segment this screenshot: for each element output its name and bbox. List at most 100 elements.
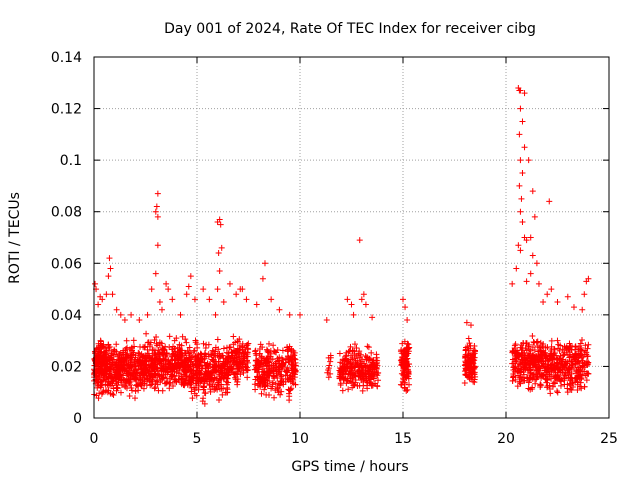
data-point [351, 341, 358, 348]
data-point [348, 363, 355, 370]
data-point [244, 353, 251, 360]
data-point [465, 373, 472, 380]
data-point [230, 369, 237, 376]
data-point [282, 372, 289, 379]
data-point [273, 370, 280, 377]
data-point [119, 381, 126, 388]
data-point [324, 369, 331, 376]
data-point [287, 386, 294, 393]
y-tick-label: 0.06 [51, 256, 82, 272]
data-point [520, 359, 527, 366]
data-point [175, 363, 182, 370]
data-point [564, 369, 571, 376]
data-point [345, 348, 352, 355]
data-point [274, 385, 281, 392]
data-point [559, 360, 566, 367]
data-point [547, 390, 554, 397]
data-point [559, 346, 566, 353]
data-point [110, 348, 117, 355]
data-point [171, 345, 178, 352]
data-point [214, 336, 221, 343]
data-point [541, 352, 548, 359]
data-point [576, 343, 583, 350]
data-point [175, 351, 182, 358]
data-point [518, 368, 525, 375]
data-point [512, 376, 519, 383]
data-point [519, 219, 526, 226]
data-point [130, 337, 137, 344]
data-point [222, 389, 229, 396]
data-point [555, 375, 562, 382]
data-point [286, 397, 293, 404]
data-point [369, 366, 376, 373]
data-point [350, 311, 357, 318]
data-point [136, 372, 143, 379]
data-point [142, 365, 149, 372]
data-point [531, 213, 538, 220]
data-point [351, 348, 358, 355]
data-point [555, 355, 562, 362]
data-points [91, 84, 592, 407]
data-point [403, 387, 410, 394]
data-point [258, 353, 265, 360]
data-point [142, 343, 149, 350]
data-point [232, 358, 239, 365]
data-point [467, 345, 474, 352]
data-point [549, 361, 556, 368]
data-point [263, 391, 270, 398]
data-point [99, 343, 106, 350]
data-point [543, 368, 550, 375]
data-point [521, 364, 528, 371]
data-point [557, 382, 564, 389]
data-point [254, 373, 261, 380]
data-point [105, 382, 112, 389]
data-point [202, 362, 209, 369]
data-point [96, 358, 103, 365]
data-point [351, 371, 358, 378]
data-point [516, 131, 523, 138]
data-point [186, 344, 193, 351]
data-point [348, 301, 355, 308]
chart-title: Day 001 of 2024, Rate Of TEC Index for r… [164, 21, 536, 37]
data-point [509, 377, 516, 384]
data-point [154, 213, 161, 220]
data-point [104, 361, 111, 368]
data-point [128, 387, 135, 394]
data-point [292, 367, 299, 374]
data-point [544, 384, 551, 391]
data-point [149, 355, 156, 362]
data-point [551, 352, 558, 359]
data-point [402, 304, 409, 311]
data-point [223, 349, 230, 356]
data-point [268, 362, 275, 369]
data-point [532, 380, 539, 387]
data-point [166, 361, 173, 368]
data-point [144, 346, 151, 353]
data-point [517, 157, 524, 164]
data-point [182, 336, 189, 343]
data-point [404, 317, 411, 324]
data-point [259, 344, 266, 351]
data-point [165, 286, 172, 293]
data-point [169, 352, 176, 359]
data-point [561, 377, 568, 384]
data-point [190, 372, 197, 379]
data-point [339, 364, 346, 371]
data-point [517, 380, 524, 387]
data-point [279, 347, 286, 354]
data-point [537, 339, 544, 346]
data-point [516, 182, 523, 189]
data-point [233, 363, 240, 370]
data-point [327, 354, 334, 361]
data-point [404, 345, 411, 352]
data-point [521, 377, 528, 384]
data-point [535, 280, 542, 287]
data-point [154, 242, 161, 249]
data-point [218, 385, 225, 392]
data-point [471, 379, 478, 386]
data-point [523, 278, 530, 285]
data-point [261, 260, 268, 267]
data-point [540, 298, 547, 305]
data-point [569, 362, 576, 369]
data-point [156, 298, 163, 305]
